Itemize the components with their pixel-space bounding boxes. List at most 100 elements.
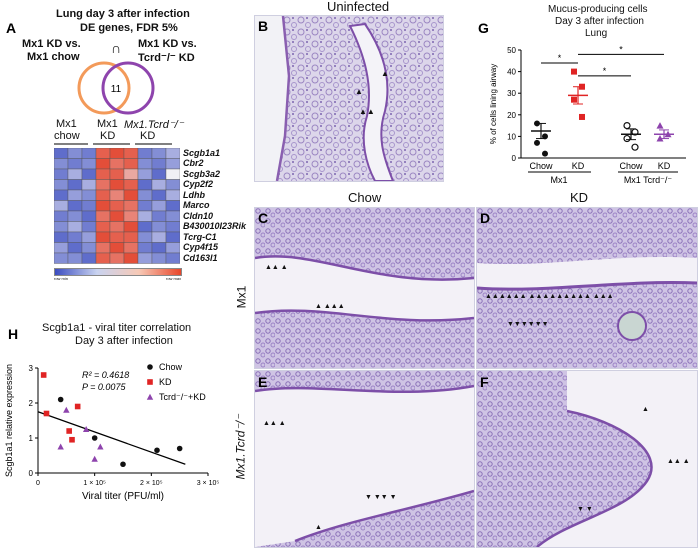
panel-a-label: A [6,20,17,36]
colorbar [54,268,182,276]
svg-text:▼ ▼: ▼ ▼ [577,506,593,513]
h-point [91,435,98,441]
heatmap-cell [165,231,180,243]
g-point [631,143,639,151]
svg-text:▲ ▲▲▲: ▲ ▲▲▲ [315,303,345,310]
heatmap-cell [109,221,125,233]
heatmap-cell [67,210,83,222]
heatmap-cell [123,168,139,180]
heatmap-cell [54,210,69,222]
h-x-tick-label: 2 × 10⁵ [140,480,163,487]
heatmap-cell [81,221,97,233]
heatmap-cell [137,252,153,264]
g-group-label-1: Mx1 [550,175,567,185]
heatmap-cell [81,148,97,159]
g-sig-star: * [558,53,562,63]
svg-text:▲: ▲ [381,69,389,78]
heatmap-cell [109,242,125,254]
heatmap-cell [109,168,125,180]
column-title-chow: Chow [348,190,382,205]
heatmap-cell [54,242,69,254]
heatmap-cell [165,210,180,222]
heatmap-cell [67,221,83,233]
heatmap-cell [123,252,139,264]
heatmap-cell [123,148,139,159]
h-x-axis-label: Viral titer (PFU/ml) [82,491,164,502]
g-sig-star: * [619,44,623,54]
heatmap-cell [165,168,180,180]
panel-b-title: Uninfected [327,0,390,14]
intersect-symbol: ∩ [111,40,122,56]
heatmap-cell [137,221,153,233]
heatmap-cell [81,252,97,264]
heatmap-cell [95,200,111,212]
group-label-tcrd-1: Mx1.Tcrd⁻/⁻ [124,119,184,131]
heatmap-cell [165,200,180,212]
panel-f-label: F [480,374,489,390]
gene-label: Marco [183,200,210,210]
gene-label: Scgb3a2 [183,168,221,179]
heatmap-cell [123,242,139,254]
group-underlines [54,143,172,145]
h-point [43,410,50,417]
g-point [623,121,631,130]
micrograph-f: ▲ ▲▲ ▲ ▼ ▼ [476,370,698,548]
heatmap-cell [137,179,153,191]
heatmap-cell [151,189,167,201]
heatmap-cell [54,252,69,264]
svg-text:▲▲▲▲▲▲ ▲▲▲▲▲▲▲▲▲ ▲▲▲: ▲▲▲▲▲▲ ▲▲▲▲▲▲▲▲▲ ▲▲▲ [485,293,614,300]
h-legend-marker [147,379,153,385]
h-point [57,443,64,450]
panel-a-title-2: DE genes, FDR 5% [80,22,178,34]
panel-b-label: B [258,18,269,34]
svg-text:▲: ▲ [642,406,649,413]
gene-label: Cd163l1 [183,252,218,263]
g-point [571,68,577,75]
panel-h-title-1: Scgb1a1 - viral titer correlation [42,322,192,334]
panel-e-label: E [258,374,268,390]
h-regression-line [37,411,186,465]
heatmap-cell [95,210,111,222]
g-y-tick-label: 50 [507,46,516,55]
heatmap-cell [151,148,167,159]
chart-g: 0 10 20 30 40 50 % of cells lining airway Chow K… [489,44,686,185]
h-legend-label: Tcrd⁻/⁻+KD [159,392,206,402]
column-title-kd: KD [570,190,589,205]
heatmap-cell [81,242,97,254]
heatmap-cell [109,158,125,170]
micrograph-e-image: ▲▲ ▲ ▼ ▼▼ ▼ ▲ [255,371,474,547]
heatmap-cell [95,179,111,191]
heatmap-cell [109,148,125,159]
g-point [542,133,548,140]
gene-label: Cldn10 [183,210,214,221]
panel-g-title-1: Mucus-producing cells [548,4,648,15]
heatmap-cell [151,252,167,264]
g-point [656,122,664,129]
g-y-tick-label: 0 [512,154,517,163]
heatmap-cell [165,221,180,233]
heatmap-cell [165,242,180,254]
g-point [534,139,540,146]
svg-text:▼▼▼▼▼▼: ▼▼▼▼▼▼ [507,321,549,328]
heatmap-cell [109,210,125,222]
svg-text:▼ ▼▼ ▼: ▼ ▼▼ ▼ [365,494,397,501]
heatmap-cell [54,189,69,201]
h-point [82,426,90,433]
g-x-tick-label: Chow [619,161,643,171]
group-label-mx1-chow-1: Mx1 [56,118,77,130]
g-sig-star: * [603,66,607,76]
heatmap-cell [67,148,83,159]
h-point [91,455,98,462]
h-y-tick-label: 1 [29,434,34,443]
heatmap-cell [67,231,83,243]
gene-label: Scgb1a1 [183,147,221,158]
micrograph-d-image: ▲▲▲▲▲▲ ▲▲▲▲▲▲▲▲▲ ▲▲▲ ▼▼▼▼▼▼ [477,208,697,368]
heatmap-cell [137,210,153,222]
h-point [120,461,126,468]
colorbar-min-label: row min [54,276,69,281]
h-legend-marker [147,364,153,370]
heatmap-cell [109,200,125,212]
left-set-label-1: Mx1 KD vs. [22,38,81,50]
heatmap-cell [67,189,83,201]
panel-h-label: H [8,326,19,342]
